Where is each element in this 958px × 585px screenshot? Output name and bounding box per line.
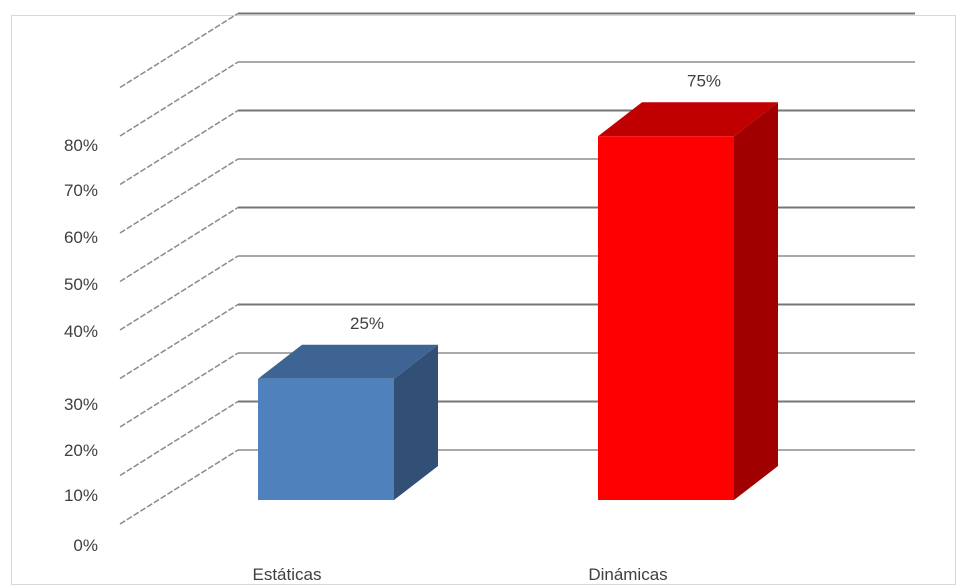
depth-gridline: [119, 109, 239, 186]
data-label: 75%: [687, 71, 721, 90]
bar-side: [394, 344, 438, 500]
depth-gridline: [119, 12, 239, 89]
bar: [598, 102, 778, 500]
data-labels: 25% 75%: [350, 71, 721, 333]
data-label: 25%: [350, 314, 384, 333]
category-label: Estáticas: [253, 565, 322, 582]
y-tick-label: 50%: [64, 275, 98, 294]
depth-gridlines: [119, 12, 239, 525]
category-label: Dinámicas: [588, 565, 667, 582]
back-wall-gridlines: [238, 12, 915, 451]
y-tick-label: 0%: [73, 536, 98, 555]
depth-gridline: [119, 400, 239, 477]
y-tick-label: 10%: [64, 486, 98, 505]
bar: [258, 344, 438, 500]
depth-gridline: [119, 255, 239, 331]
y-tick-label: 60%: [64, 228, 98, 247]
y-tick-label: 70%: [64, 181, 98, 200]
depth-gridline: [119, 61, 239, 137]
depth-gridline: [119, 158, 239, 234]
bar-front: [258, 378, 394, 500]
y-tick-label: 80%: [64, 136, 98, 155]
bar-top: [258, 344, 438, 379]
y-tick-label: 40%: [64, 322, 98, 341]
bars: [258, 102, 778, 500]
bar-front: [598, 136, 734, 500]
depth-gridline: [119, 352, 239, 428]
y-tick-label: 20%: [64, 441, 98, 460]
bar-top: [598, 102, 778, 137]
depth-gridline: [119, 303, 239, 380]
y-axis: 0% 10% 20% 30% 40% 50% 60% 70% 80%: [64, 136, 98, 555]
depth-gridline: [119, 449, 239, 525]
depth-gridline: [119, 206, 239, 283]
bar-side: [734, 102, 778, 500]
x-axis: Estáticas Dinámicas: [253, 565, 668, 582]
y-tick-label: 30%: [64, 395, 98, 414]
